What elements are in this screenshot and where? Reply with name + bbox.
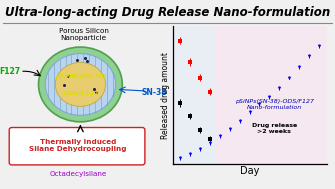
Text: SN-38: SN-38 <box>141 88 167 97</box>
Ellipse shape <box>55 63 106 106</box>
Text: Drug release
>2 weeks: Drug release >2 weeks <box>252 123 297 134</box>
Text: F127: F127 <box>0 67 21 76</box>
Text: pSiNPs(SN-38)-ODS/F127
Nano-formulation: pSiNPs(SN-38)-ODS/F127 Nano-formulation <box>235 99 314 110</box>
Ellipse shape <box>39 47 122 122</box>
X-axis label: Day: Day <box>240 166 259 176</box>
Text: -ODS/F127: -ODS/F127 <box>62 90 99 95</box>
Text: pSiNPs(SN-38): pSiNPs(SN-38) <box>55 74 106 79</box>
Text: Thermally Induced
Silane Dehydrocoupling: Thermally Induced Silane Dehydrocoupling <box>29 139 127 152</box>
Bar <box>215 26 327 164</box>
Text: Octadecylsilane: Octadecylsilane <box>49 171 107 177</box>
Text: Porous Silicon
Nanoparticle: Porous Silicon Nanoparticle <box>59 28 109 41</box>
Text: Ultra-long-acting Drug Release Nano-formulation: Ultra-long-acting Drug Release Nano-form… <box>5 6 330 19</box>
Ellipse shape <box>45 53 116 115</box>
FancyBboxPatch shape <box>9 128 145 165</box>
Y-axis label: Released drug amount: Released drug amount <box>161 52 170 139</box>
